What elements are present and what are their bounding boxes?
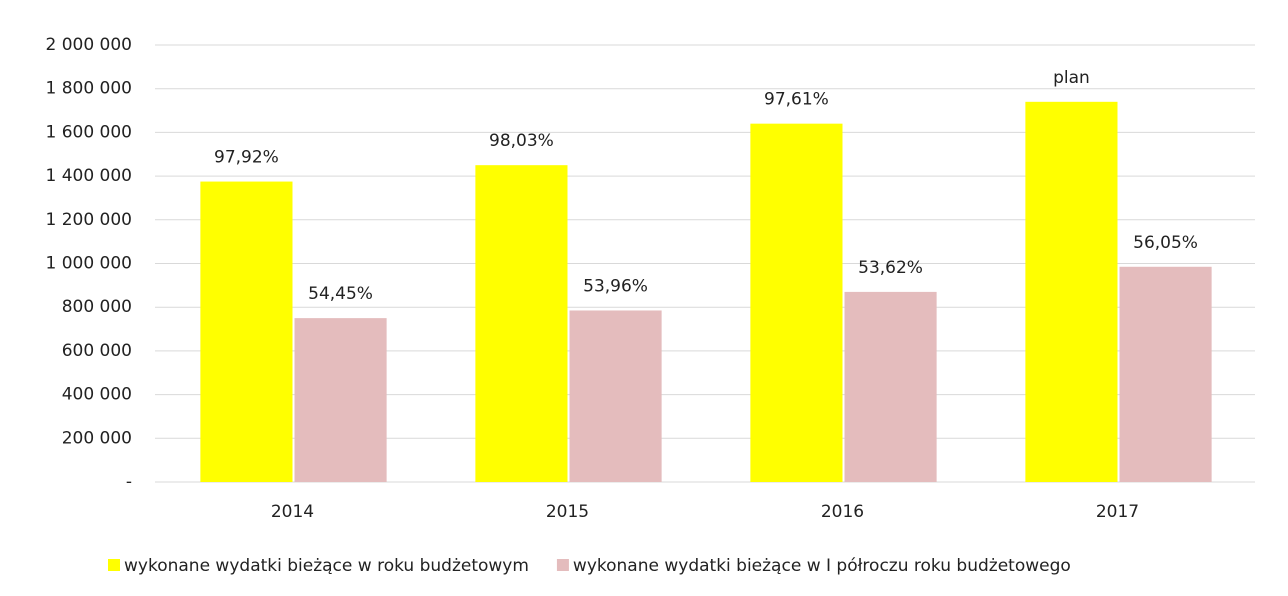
x-tick-label: 2016 bbox=[821, 502, 864, 522]
legend-label: wykonane wydatki bieżące w I półroczu ro… bbox=[573, 556, 1071, 576]
bar bbox=[844, 291, 937, 482]
y-tick-label: 600 000 bbox=[62, 341, 132, 361]
y-tick-label: 1 000 000 bbox=[45, 254, 132, 274]
annotation: plan bbox=[1053, 68, 1090, 88]
legend-label: wykonane wydatki bieżące w roku budżetow… bbox=[124, 556, 529, 576]
y-tick-label: 1 600 000 bbox=[45, 122, 132, 142]
annotation: 53,62% bbox=[858, 258, 923, 278]
bar bbox=[1025, 101, 1118, 482]
bar bbox=[1119, 266, 1212, 482]
annotation: 97,92% bbox=[214, 148, 279, 168]
y-tick-label: 1 200 000 bbox=[45, 210, 132, 230]
y-tick-label: 200 000 bbox=[62, 428, 132, 448]
y-tick-label: 400 000 bbox=[62, 385, 132, 405]
annotation: 53,96% bbox=[583, 276, 648, 296]
bar bbox=[294, 318, 387, 482]
bar bbox=[750, 123, 843, 482]
bar bbox=[569, 310, 662, 482]
annotation: 98,03% bbox=[489, 131, 554, 151]
y-tick-label: 2 000 000 bbox=[45, 35, 132, 55]
annotation: 56,05% bbox=[1133, 233, 1198, 253]
y-tick-label: 800 000 bbox=[62, 297, 132, 317]
x-tick-label: 2015 bbox=[546, 502, 589, 522]
bar bbox=[200, 181, 293, 482]
annotation: 97,61% bbox=[764, 90, 829, 110]
x-tick-label: 2014 bbox=[271, 502, 314, 522]
legend-swatch bbox=[556, 559, 569, 571]
y-tick-label: 1 800 000 bbox=[45, 79, 132, 99]
annotation: 54,45% bbox=[308, 284, 373, 304]
y-tick-label: - bbox=[126, 472, 132, 492]
legend-swatch bbox=[108, 559, 120, 571]
x-tick-label: 2017 bbox=[1096, 502, 1139, 522]
y-tick-label: 1 400 000 bbox=[45, 166, 132, 186]
bar bbox=[475, 165, 568, 483]
